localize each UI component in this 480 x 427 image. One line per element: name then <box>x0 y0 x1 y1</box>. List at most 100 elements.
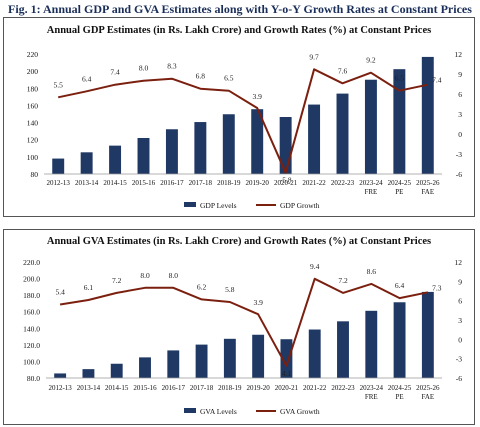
left-axis-tick-label: 100 <box>27 153 39 162</box>
legend-line-label: GDP Growth <box>280 201 320 210</box>
left-axis-tick-label: 80 <box>31 170 39 179</box>
legend-line-label: GVA Growth <box>280 407 320 416</box>
growth-data-label: 3.9 <box>253 92 263 101</box>
left-axis-tick-label: 160.0 <box>23 308 40 317</box>
gva-chart-panel: Annual GVA Estimates (in Rs. Lakh Crore)… <box>3 229 475 425</box>
x-tick-label: PE <box>395 188 403 196</box>
x-tick-label: PE <box>395 393 403 401</box>
growth-data-label: 6.1 <box>84 283 94 292</box>
bar <box>54 373 67 378</box>
right-axis-tick-label: 0 <box>458 130 462 139</box>
bar <box>337 321 349 378</box>
right-axis-tick-label: 6 <box>458 297 462 306</box>
bar <box>52 158 65 174</box>
x-tick-label: 2015-16 <box>133 384 157 392</box>
x-tick-label: 2024-25 <box>388 179 412 187</box>
growth-line <box>57 68 429 174</box>
bar <box>137 138 150 174</box>
bar <box>252 334 265 378</box>
left-axis-tick-label: 180.0 <box>23 291 40 300</box>
growth-data-label: 6.2 <box>197 282 207 291</box>
growth-data-label: 6.4 <box>395 281 405 290</box>
growth-data-label: 5.4 <box>55 288 65 297</box>
x-tick-label: 2024-25 <box>388 384 412 392</box>
growth-data-label: 7.6 <box>338 66 348 75</box>
right-axis-tick-label: 3 <box>458 110 462 119</box>
x-tick-label: 2012-13 <box>48 384 72 392</box>
growth-data-label: 7.4 <box>432 76 442 85</box>
bar <box>421 56 434 174</box>
x-tick-label: 2014-15 <box>105 384 129 392</box>
x-tick-label: 2018-19 <box>217 179 241 187</box>
x-tick-label: 2018-19 <box>218 384 242 392</box>
bar <box>82 369 95 378</box>
x-tick-label: FRE <box>365 393 378 401</box>
x-tick-label: 2020-21 <box>275 384 299 392</box>
left-axis-tick-label: 200 <box>27 67 39 76</box>
growth-line <box>59 277 429 367</box>
bar <box>110 363 123 378</box>
x-tick-label: 2022-23 <box>331 384 355 392</box>
bar <box>308 104 321 174</box>
bar <box>280 339 293 378</box>
bar <box>109 145 122 174</box>
bar <box>365 310 378 378</box>
growth-data-label: 8.0 <box>140 271 150 280</box>
left-axis-tick-label: 140 <box>27 119 39 128</box>
x-tick-label: 2023-24 <box>359 179 383 187</box>
growth-data-label: -5.8 <box>280 176 292 185</box>
bar <box>251 109 264 174</box>
gdp-chart: Annual GDP Estimates (in Rs. Lakh Crore)… <box>27 25 463 210</box>
left-axis-tick-label: 100.0 <box>23 357 40 366</box>
x-tick-label: FAE <box>421 393 434 401</box>
growth-data-label: 6.4 <box>82 74 92 83</box>
bar <box>223 338 236 378</box>
left-axis-tick-label: 200.0 <box>23 275 40 284</box>
left-axis-tick-label: 160 <box>27 101 39 110</box>
x-tick-label: 2025-26 <box>416 179 440 187</box>
growth-data-label: 3.9 <box>253 298 263 307</box>
legend-bar-swatch <box>184 408 196 413</box>
x-tick-label: 2019-20 <box>246 179 270 187</box>
right-axis-tick-label: 12 <box>455 50 463 59</box>
bar <box>165 129 178 174</box>
growth-data-label: 6.5 <box>395 74 405 83</box>
growth-data-label: 7.2 <box>338 276 348 285</box>
x-tick-label: FAE <box>421 188 434 196</box>
x-tick-label: 2017-18 <box>190 384 214 392</box>
left-axis-tick-label: 80.0 <box>27 374 40 383</box>
growth-data-label: 7.3 <box>432 283 442 292</box>
right-axis-tick-label: 0 <box>458 335 462 344</box>
right-axis-tick-label: -6 <box>456 374 462 383</box>
growth-data-label: 7.4 <box>110 68 120 77</box>
right-axis-tick-label: -6 <box>456 170 462 179</box>
x-tick-label: 2017-18 <box>189 179 213 187</box>
growth-data-label: 8.0 <box>169 271 179 280</box>
right-axis-tick-label: 3 <box>458 316 462 325</box>
growth-data-label: 6.5 <box>224 74 234 83</box>
chart-title: Annual GVA Estimates (in Rs. Lakh Crore)… <box>47 236 431 247</box>
growth-data-label: 6.8 <box>196 72 206 81</box>
x-tick-label: FRE <box>365 188 378 196</box>
x-tick-label: 2020-21 <box>274 179 298 187</box>
x-tick-label: 2019-20 <box>246 384 270 392</box>
x-tick-label: 2023-24 <box>360 384 384 392</box>
growth-data-label: 5.5 <box>54 80 64 89</box>
bar <box>393 69 406 174</box>
growth-data-label: 5.8 <box>225 285 235 294</box>
right-axis-tick-label: 9 <box>458 70 462 79</box>
bar <box>336 93 349 174</box>
x-tick-label: 2014-15 <box>103 179 127 187</box>
x-tick-label: 2015-16 <box>132 179 156 187</box>
figure-title: Fig. 1: Annual GDP and GVA Estimates alo… <box>8 2 472 16</box>
gdp-chart-panel: Annual GDP Estimates (in Rs. Lakh Crore)… <box>3 17 475 217</box>
right-axis-tick-label: 9 <box>458 277 462 286</box>
growth-data-label: 8.6 <box>367 267 377 276</box>
x-tick-label: 2025-26 <box>416 384 440 392</box>
bar <box>194 122 207 174</box>
left-axis-tick-label: 220 <box>27 50 39 59</box>
left-axis-tick-label: 140.0 <box>23 324 40 333</box>
growth-data-label: 8.0 <box>139 64 149 73</box>
right-axis-tick-label: -3 <box>456 150 462 159</box>
bar <box>139 357 151 378</box>
